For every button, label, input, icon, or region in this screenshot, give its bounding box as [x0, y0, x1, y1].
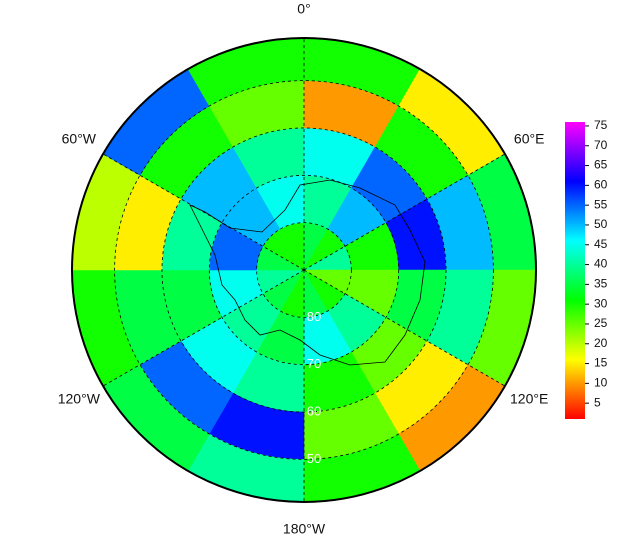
longitude-label: 60°E — [514, 131, 545, 147]
latitude-circle — [161, 127, 447, 413]
colorbar-tick-label: 70 — [594, 138, 608, 152]
latitude-label: 50 — [307, 451, 321, 466]
colorbar-tick-label: 45 — [594, 237, 608, 251]
latitude-circle — [114, 80, 494, 460]
longitude-label: 120°E — [510, 391, 548, 407]
latitude-circle — [256, 222, 352, 318]
longitude-label: 0° — [297, 1, 310, 17]
meridian — [102, 269, 305, 387]
coastline — [189, 179, 426, 366]
meridian — [303, 153, 506, 271]
colorbar-tick-label: 30 — [594, 296, 608, 310]
latitude-label: 70 — [307, 356, 321, 371]
colorbar-tick-label: 75 — [594, 118, 608, 132]
colorbar-tick-label: 5 — [594, 395, 601, 409]
longitude-label: 180°W — [283, 521, 326, 537]
colorbar-tick-label: 40 — [594, 257, 608, 271]
meridian — [102, 153, 305, 271]
colorbar-tick-label: 50 — [594, 217, 608, 231]
colorbar-tick-label: 20 — [594, 336, 608, 350]
map-border — [71, 37, 537, 503]
latitude-label: 60 — [307, 403, 321, 418]
colorbar-tick-label: 55 — [594, 197, 608, 211]
meridian — [303, 269, 506, 387]
colorbar — [565, 122, 585, 419]
longitude-label: 120°W — [58, 391, 101, 407]
colorbar-tick-label: 35 — [594, 277, 608, 291]
latitude-circle — [208, 174, 400, 366]
colorbar-tick-label: 15 — [594, 356, 608, 370]
colorbar-tick-label: 10 — [594, 376, 608, 390]
longitude-label: 60°W — [62, 131, 97, 147]
colorbar-tick-label: 25 — [594, 316, 608, 330]
graticule: 80 70 60 50 — [102, 38, 506, 502]
colorbar-tick-label: 65 — [594, 158, 608, 172]
latitude-label: 80 — [307, 309, 321, 324]
colorbar-tick-label: 60 — [594, 178, 608, 192]
